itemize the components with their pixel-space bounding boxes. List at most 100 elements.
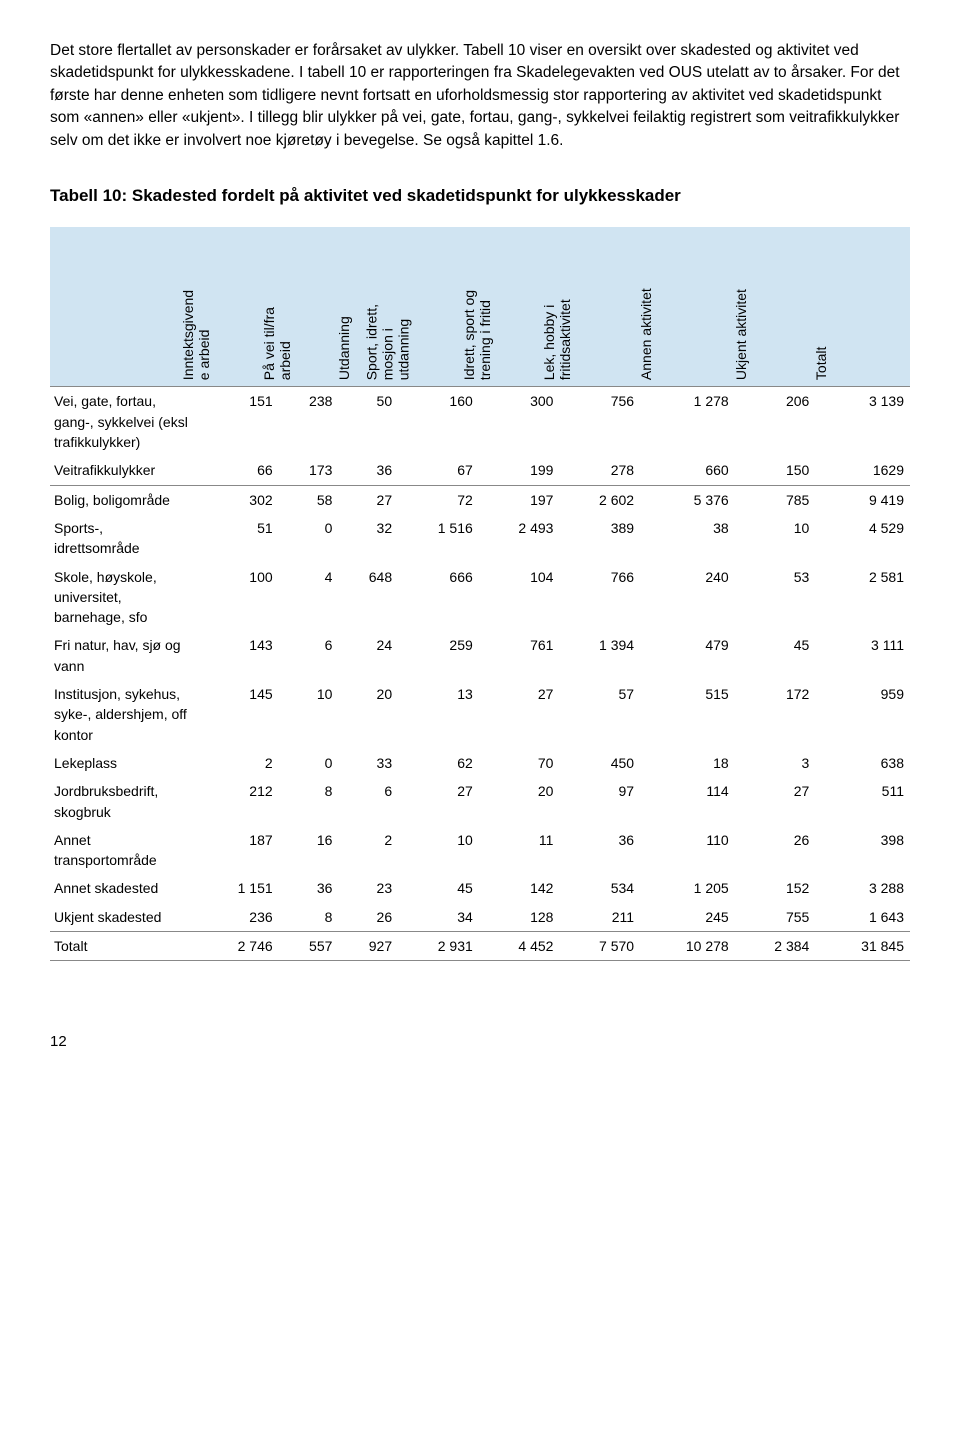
row-label: Veitrafikkulykker (50, 456, 198, 485)
cell: 50 (338, 387, 398, 456)
total-cell: 2 931 (398, 932, 479, 961)
header-row: Inntektsgivende arbeid På vei til/fraarb… (50, 227, 910, 387)
total-label: Totalt (50, 932, 198, 961)
table-row: Annet skadested1 1513623451425341 205152… (50, 874, 910, 902)
cell: 2 602 (559, 485, 640, 514)
row-label: Institusjon, sykehus, syke-, aldershjem,… (50, 680, 198, 749)
cell: 145 (198, 680, 279, 749)
cell: 648 (338, 563, 398, 632)
cell: 173 (279, 456, 339, 485)
cell: 4 529 (815, 514, 910, 563)
header-col-1: På vei til/fraarbeid (279, 227, 339, 387)
cell: 152 (735, 874, 816, 902)
total-cell: 557 (279, 932, 339, 961)
cell: 240 (640, 563, 735, 632)
cell: 27 (735, 777, 816, 826)
cell: 302 (198, 485, 279, 514)
cell: 114 (640, 777, 735, 826)
cell: 398 (815, 826, 910, 875)
cell: 534 (559, 874, 640, 902)
cell: 18 (640, 749, 735, 777)
cell: 212 (198, 777, 279, 826)
cell: 5 376 (640, 485, 735, 514)
total-row: Totalt2 7465579272 9314 4527 57010 2782 … (50, 932, 910, 961)
cell: 3 (735, 749, 816, 777)
row-label: Annet skadested (50, 874, 198, 902)
cell: 1629 (815, 456, 910, 485)
cell: 238 (279, 387, 339, 456)
cell: 959 (815, 680, 910, 749)
table-row: Fri natur, hav, sjø og vann1436242597611… (50, 631, 910, 680)
cell: 26 (735, 826, 816, 875)
cell: 9 419 (815, 485, 910, 514)
table-row: Veitrafikkulykker66173366719927866015016… (50, 456, 910, 485)
table-row: Ukjent skadested236826341282112457551 64… (50, 903, 910, 932)
cell: 72 (398, 485, 479, 514)
cell: 0 (279, 749, 339, 777)
page-number: 12 (50, 1031, 910, 1053)
cell: 36 (338, 456, 398, 485)
cell: 110 (640, 826, 735, 875)
table-row: Jordbruksbedrift, skogbruk21286272097114… (50, 777, 910, 826)
table-row: Skole, høyskole, universitet, barnehage,… (50, 563, 910, 632)
cell: 100 (198, 563, 279, 632)
total-cell: 927 (338, 932, 398, 961)
table-row: Vei, gate, fortau, gang-, sykkelvei (eks… (50, 387, 910, 456)
cell: 53 (735, 563, 816, 632)
intro-paragraph: Det store flertallet av personskader er … (50, 40, 910, 152)
cell: 3 288 (815, 874, 910, 902)
cell: 515 (640, 680, 735, 749)
cell: 128 (479, 903, 560, 932)
cell: 206 (735, 387, 816, 456)
cell: 32 (338, 514, 398, 563)
cell: 1 205 (640, 874, 735, 902)
total-cell: 10 278 (640, 932, 735, 961)
row-label: Lekeplass (50, 749, 198, 777)
cell: 278 (559, 456, 640, 485)
cell: 16 (279, 826, 339, 875)
cell: 479 (640, 631, 735, 680)
cell: 34 (398, 903, 479, 932)
cell: 450 (559, 749, 640, 777)
cell: 4 (279, 563, 339, 632)
row-label: Jordbruksbedrift, skogbruk (50, 777, 198, 826)
row-label: Vei, gate, fortau, gang-, sykkelvei (eks… (50, 387, 198, 456)
cell: 20 (479, 777, 560, 826)
table-row: Lekeplass20336270450183638 (50, 749, 910, 777)
cell: 187 (198, 826, 279, 875)
header-col-7: Ukjent aktivitet (735, 227, 816, 387)
table-row: Institusjon, sykehus, syke-, aldershjem,… (50, 680, 910, 749)
cell: 6 (338, 777, 398, 826)
cell: 51 (198, 514, 279, 563)
table-row: Bolig, boligområde3025827721972 6025 376… (50, 485, 910, 514)
cell: 24 (338, 631, 398, 680)
cell: 26 (338, 903, 398, 932)
cell: 33 (338, 749, 398, 777)
cell: 259 (398, 631, 479, 680)
cell: 27 (479, 680, 560, 749)
row-label: Skole, høyskole, universitet, barnehage,… (50, 563, 198, 632)
cell: 1 151 (198, 874, 279, 902)
cell: 755 (735, 903, 816, 932)
cell: 3 111 (815, 631, 910, 680)
cell: 70 (479, 749, 560, 777)
total-cell: 31 845 (815, 932, 910, 961)
cell: 666 (398, 563, 479, 632)
cell: 8 (279, 777, 339, 826)
cell: 766 (559, 563, 640, 632)
cell: 66 (198, 456, 279, 485)
cell: 300 (479, 387, 560, 456)
cell: 2 493 (479, 514, 560, 563)
cell: 1 394 (559, 631, 640, 680)
cell: 27 (398, 777, 479, 826)
cell: 23 (338, 874, 398, 902)
cell: 36 (559, 826, 640, 875)
cell: 13 (398, 680, 479, 749)
cell: 1 643 (815, 903, 910, 932)
cell: 199 (479, 456, 560, 485)
cell: 67 (398, 456, 479, 485)
cell: 660 (640, 456, 735, 485)
cell: 756 (559, 387, 640, 456)
cell: 1 278 (640, 387, 735, 456)
cell: 62 (398, 749, 479, 777)
